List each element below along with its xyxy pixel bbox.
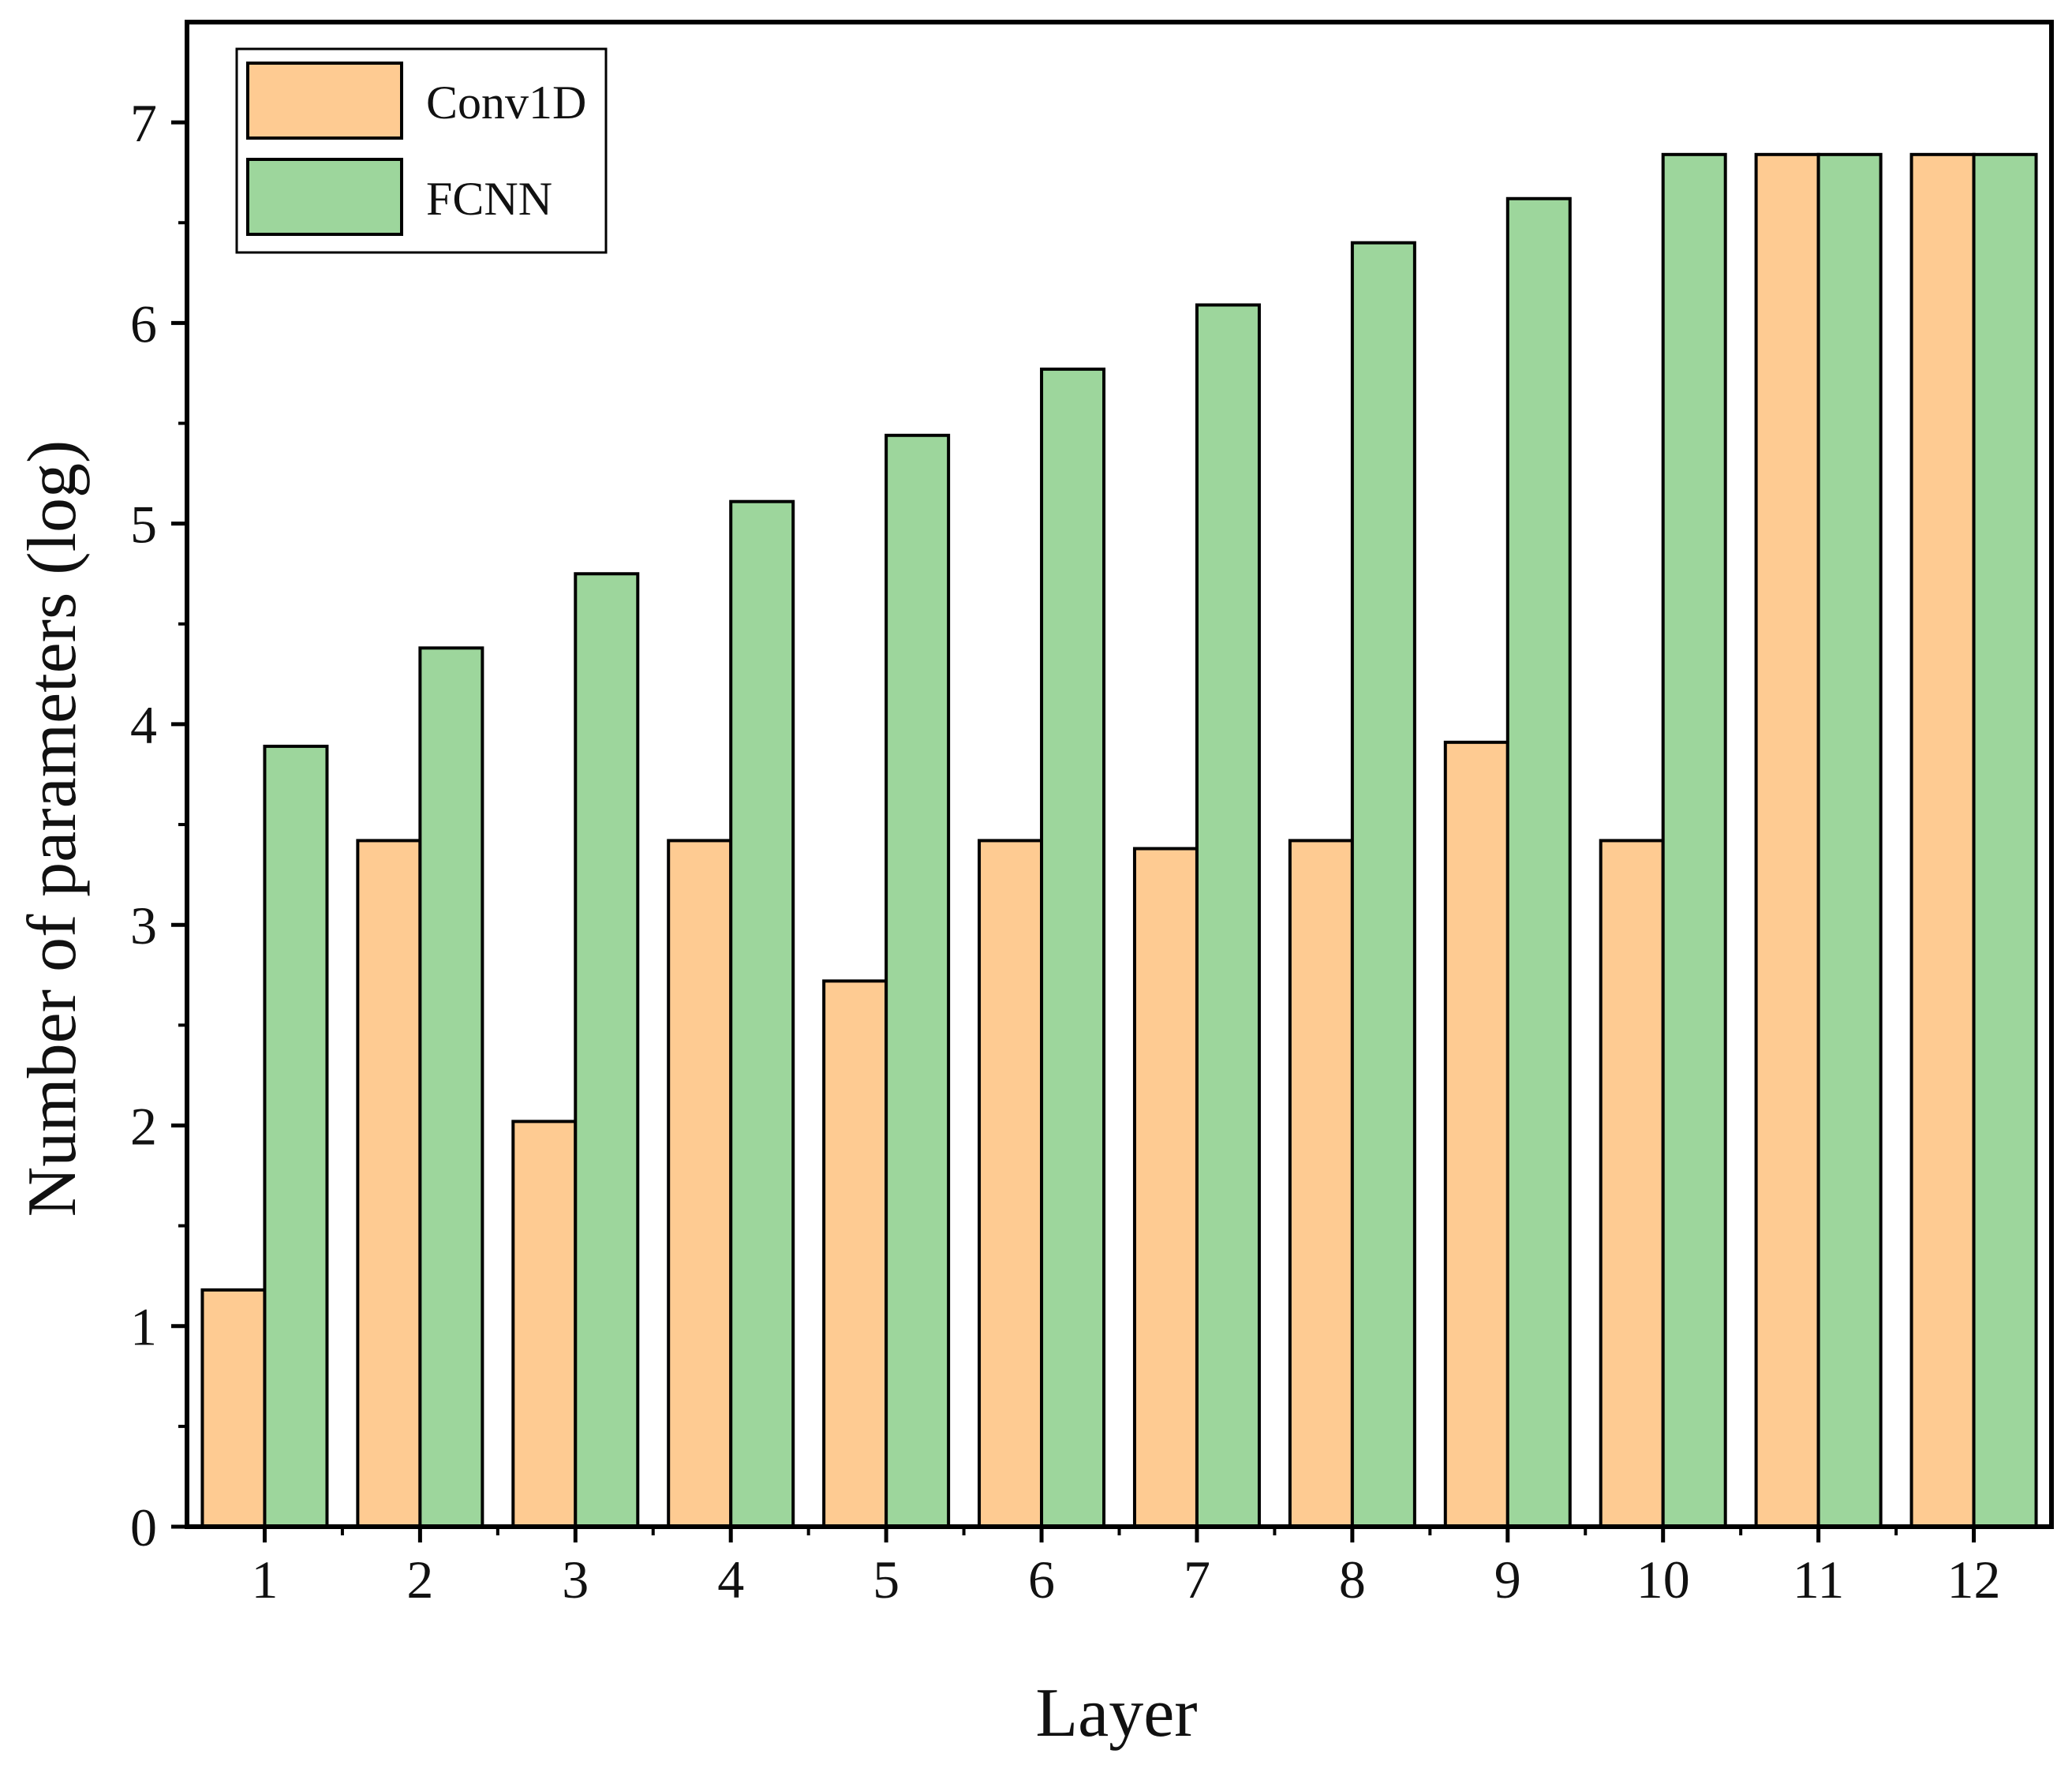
bar-conv1d-layer-2: [356, 839, 422, 1528]
bar-conv1d-layer-10: [1599, 839, 1665, 1528]
bar-conv1d-layer-9: [1443, 740, 1509, 1528]
bar-fcnn-layer-10: [1661, 152, 1727, 1528]
x-tick-label-6: 6: [1028, 1550, 1055, 1610]
bar-conv1d-layer-6: [978, 839, 1044, 1528]
x-tick-label-12: 12: [1947, 1550, 2001, 1610]
bars-layer: [200, 152, 2038, 1529]
x-tick-label-8: 8: [1339, 1550, 1366, 1610]
x-tick-label-7: 7: [1184, 1550, 1210, 1610]
bar-conv1d-layer-8: [1288, 839, 1354, 1528]
y-tick-label-6: 6: [130, 294, 157, 353]
x-tick-label-5: 5: [873, 1550, 899, 1610]
legend-swatch-conv1d: [246, 62, 403, 140]
y-tick-label-2: 2: [130, 1096, 157, 1156]
bar-conv1d-layer-5: [822, 979, 888, 1528]
x-tick-label-11: 11: [1793, 1550, 1844, 1610]
y-tick-label-0: 0: [130, 1497, 157, 1557]
x-tick-label-2: 2: [406, 1550, 433, 1610]
bar-fcnn-layer-4: [729, 499, 795, 1528]
bar-fcnn-layer-1: [263, 744, 329, 1528]
y-tick-label-5: 5: [130, 495, 157, 555]
bar-fcnn-layer-2: [418, 646, 484, 1528]
y-axis-title: Number of parameters (log): [14, 440, 91, 1217]
legend: Conv1D FCNN: [235, 47, 608, 254]
bar-conv1d-layer-7: [1132, 847, 1199, 1528]
bar-conv1d-layer-12: [1909, 152, 1976, 1528]
legend-swatch-fcnn: [246, 158, 403, 236]
x-tick-label-9: 9: [1494, 1550, 1521, 1610]
bar-fcnn-layer-7: [1195, 303, 1261, 1528]
bar-fcnn-layer-6: [1040, 367, 1106, 1528]
x-tick-label-10: 10: [1636, 1550, 1690, 1610]
bar-fcnn-layer-12: [1972, 152, 2038, 1528]
x-tick-label-4: 4: [717, 1550, 744, 1610]
bar-conv1d-layer-4: [667, 839, 733, 1528]
legend-label-conv1d: Conv1D: [426, 77, 586, 129]
y-tick-label-7: 7: [130, 93, 157, 153]
y-tick-label-4: 4: [130, 695, 157, 755]
bar-fcnn-layer-3: [574, 572, 640, 1529]
bar-fcnn-layer-8: [1350, 241, 1416, 1528]
bar-fcnn-layer-9: [1505, 196, 1572, 1529]
y-tick-label-3: 3: [130, 895, 157, 955]
legend-label-fcnn: FCNN: [426, 173, 552, 225]
x-tick-label-3: 3: [562, 1550, 589, 1610]
bar-conv1d-layer-11: [1754, 152, 1820, 1528]
x-tick-label-1: 1: [251, 1550, 278, 1610]
y-tick-label-1: 1: [130, 1297, 157, 1357]
bar-fcnn-layer-5: [885, 433, 951, 1528]
x-axis-title: Layer: [1035, 1675, 1197, 1752]
bar-fcnn-layer-11: [1816, 152, 1883, 1528]
bar-conv1d-layer-1: [200, 1288, 267, 1528]
bar-conv1d-layer-3: [511, 1120, 578, 1528]
